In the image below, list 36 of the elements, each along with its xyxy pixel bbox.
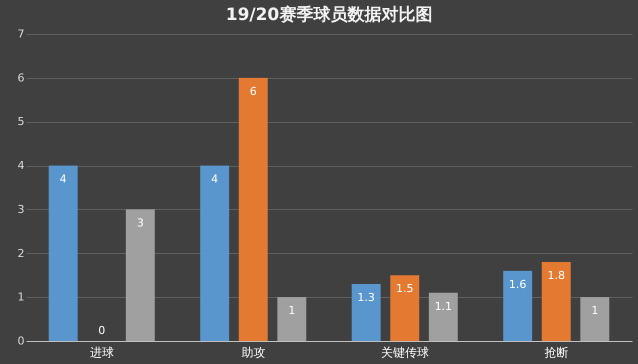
bar — [428, 292, 458, 341]
data-label: 4 — [60, 172, 67, 186]
data-label: 0 — [98, 324, 106, 337]
data-label: 3 — [136, 216, 144, 230]
bar — [580, 297, 610, 341]
x-tick-label: 关键传球 — [380, 346, 429, 360]
data-label: 1 — [591, 304, 598, 318]
bar — [126, 209, 155, 341]
x-tick-label: 抢断 — [544, 346, 568, 360]
data-label: 1.1 — [434, 300, 452, 313]
y-tick-label: 6 — [18, 71, 24, 84]
data-label: 6 — [250, 84, 257, 98]
bar — [352, 284, 381, 341]
y-tick-label: 4 — [18, 159, 24, 172]
x-tick-label: 进球 — [90, 346, 114, 360]
data-label: 1.6 — [508, 278, 526, 291]
y-tick-label: 7 — [18, 28, 24, 40]
bar — [277, 297, 306, 341]
data-label: 4 — [211, 172, 218, 186]
bar — [542, 262, 571, 341]
y-tick-label: 0 — [18, 334, 24, 348]
bar — [238, 78, 268, 341]
data-label: 1.3 — [357, 290, 375, 304]
y-tick-label: 2 — [18, 246, 24, 260]
chart-title: 19/20赛季球员数据对比图 — [226, 5, 432, 25]
y-tick-label: 5 — [18, 115, 24, 128]
data-label: 1.8 — [548, 269, 565, 282]
y-tick-label: 3 — [18, 202, 24, 216]
bar — [200, 166, 230, 341]
y-tick-label: 1 — [18, 290, 24, 304]
data-label: 1.5 — [396, 282, 414, 296]
data-label: 1 — [288, 304, 296, 318]
x-tick-label: 助攻 — [241, 346, 266, 360]
bar — [390, 275, 420, 341]
bar — [48, 166, 78, 341]
bar — [503, 270, 532, 341]
